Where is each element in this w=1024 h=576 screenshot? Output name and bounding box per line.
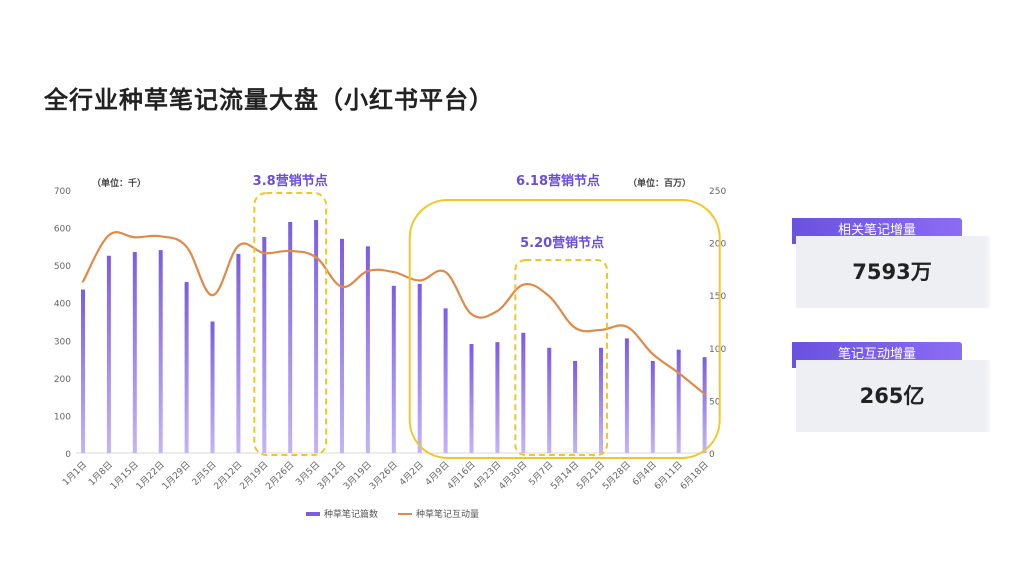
annotation-box-520 <box>514 259 608 456</box>
y-left-tick-label: 300 <box>54 337 71 347</box>
x-tick-label: 4月2日 <box>397 459 426 488</box>
bar <box>547 347 552 453</box>
bar <box>288 221 293 453</box>
series-line-interactions <box>81 231 706 396</box>
bar <box>650 360 655 453</box>
bar <box>262 236 267 453</box>
bar <box>158 250 163 453</box>
bar <box>702 357 707 453</box>
y-right-tick-label: 100 <box>709 345 726 355</box>
annotation-label-520: 5.20营销节点 <box>520 235 604 251</box>
legend-swatch-bar <box>306 512 320 516</box>
bar <box>624 338 629 453</box>
page-title: 全行业种草笔记流量大盘（小红书平台） <box>44 86 494 114</box>
bar <box>417 283 422 453</box>
annotation-box-38 <box>253 192 328 456</box>
annotation-label-618: 6.18营销节点 <box>516 173 600 189</box>
bar <box>573 360 578 453</box>
bar <box>391 285 396 453</box>
y-right-tick-label: 50 <box>709 397 721 407</box>
y-right-tick-label: 150 <box>709 292 726 302</box>
bar <box>210 321 215 453</box>
legend-label-bar: 种草笔记篇数 <box>324 508 378 520</box>
y-right-tick-label: 200 <box>709 240 726 250</box>
bar <box>443 308 448 453</box>
y-left-tick-label: 700 <box>54 187 71 197</box>
bar <box>184 282 189 453</box>
bar <box>236 253 241 453</box>
x-tick-label: 2月26日 <box>264 459 297 492</box>
bar <box>132 251 137 453</box>
bar <box>469 344 474 453</box>
bar <box>521 332 526 453</box>
bar <box>314 220 319 453</box>
x-tick-label: 6月18日 <box>678 459 711 492</box>
y-left-unit-label: （单位：千） <box>92 177 146 189</box>
bar <box>676 349 681 453</box>
x-tick-label: 1月29日 <box>160 459 193 492</box>
legend-label-line: 种草笔记互动量 <box>416 508 479 520</box>
kpi-value-notes-increase: 7593万 <box>796 236 990 308</box>
bar <box>599 347 603 453</box>
bar <box>340 238 344 453</box>
x-tick-label: 4月30日 <box>497 459 530 492</box>
bar <box>495 342 500 453</box>
x-tick-label: 3月26日 <box>367 459 400 492</box>
x-tick-label: 5月28日 <box>600 459 633 492</box>
bar <box>106 255 111 453</box>
kpi-value-interaction-increase: 265亿 <box>796 360 990 432</box>
y-left-tick-label: 600 <box>54 225 71 235</box>
y-right-tick-label: 250 <box>709 187 726 197</box>
y-left-tick-label: 0 <box>65 450 71 460</box>
annotation-box-618 <box>408 199 721 459</box>
bar <box>365 246 370 453</box>
annotation-label-38: 3.8营销节点 <box>253 173 328 189</box>
y-right-tick-label: 0 <box>709 450 715 460</box>
bar <box>81 289 85 453</box>
y-left-tick-label: 500 <box>54 262 71 272</box>
y-left-tick-label: 100 <box>54 412 71 422</box>
x-tick-label: 1月1日 <box>61 459 90 488</box>
y-left-tick-label: 400 <box>54 300 71 310</box>
y-right-unit-label: （单位：百万） <box>628 177 691 189</box>
y-left-tick-label: 200 <box>54 375 71 385</box>
